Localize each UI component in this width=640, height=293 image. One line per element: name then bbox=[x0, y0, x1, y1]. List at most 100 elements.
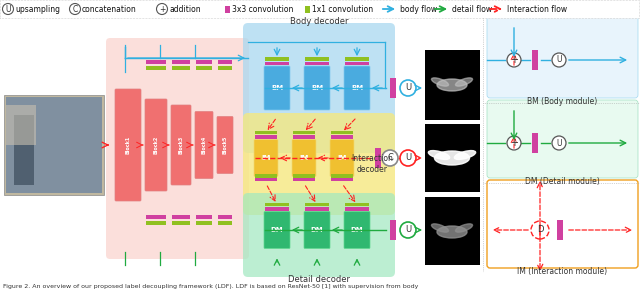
Bar bbox=[172, 60, 190, 64]
Ellipse shape bbox=[428, 151, 450, 159]
Bar bbox=[331, 178, 353, 181]
Bar bbox=[6, 97, 102, 193]
Text: +: + bbox=[159, 4, 165, 13]
Text: BM (Body module): BM (Body module) bbox=[527, 97, 597, 106]
Bar bbox=[218, 66, 232, 69]
Ellipse shape bbox=[437, 226, 467, 238]
Circle shape bbox=[70, 4, 81, 14]
FancyBboxPatch shape bbox=[254, 139, 278, 176]
Bar bbox=[305, 57, 329, 60]
FancyBboxPatch shape bbox=[145, 99, 167, 191]
Circle shape bbox=[552, 136, 566, 150]
Bar bbox=[218, 221, 232, 224]
Text: U: U bbox=[5, 4, 11, 13]
Text: Body decoder: Body decoder bbox=[290, 18, 348, 26]
Text: IM: IM bbox=[337, 155, 347, 161]
Bar bbox=[146, 60, 166, 64]
Text: IM: IM bbox=[300, 155, 308, 161]
Circle shape bbox=[3, 4, 13, 14]
Text: Interaction
decoder: Interaction decoder bbox=[351, 154, 393, 174]
Bar bbox=[4, 95, 104, 195]
Text: Detail decoder: Detail decoder bbox=[288, 275, 350, 285]
Bar bbox=[305, 62, 329, 65]
Text: U: U bbox=[556, 139, 562, 147]
FancyBboxPatch shape bbox=[292, 139, 316, 176]
FancyBboxPatch shape bbox=[344, 66, 370, 110]
Text: detail flow: detail flow bbox=[452, 4, 492, 13]
Text: C: C bbox=[72, 4, 77, 13]
Bar bbox=[218, 215, 232, 219]
FancyBboxPatch shape bbox=[487, 100, 638, 178]
Bar bbox=[305, 202, 329, 206]
Circle shape bbox=[531, 221, 549, 239]
FancyBboxPatch shape bbox=[243, 193, 395, 277]
Bar bbox=[293, 174, 315, 178]
Bar bbox=[255, 174, 277, 178]
Text: +: + bbox=[510, 138, 518, 148]
Bar bbox=[532, 133, 538, 153]
Bar bbox=[305, 6, 310, 13]
Bar bbox=[265, 202, 289, 206]
Bar bbox=[345, 207, 369, 210]
Text: D: D bbox=[537, 226, 543, 234]
Text: DM: DM bbox=[351, 227, 364, 233]
Circle shape bbox=[400, 150, 416, 166]
Bar bbox=[425, 197, 480, 265]
FancyBboxPatch shape bbox=[0, 0, 639, 18]
Text: addition: addition bbox=[169, 4, 200, 13]
FancyBboxPatch shape bbox=[195, 112, 213, 178]
Text: IM: IM bbox=[261, 155, 271, 161]
Circle shape bbox=[400, 80, 416, 96]
Text: body flow: body flow bbox=[400, 4, 437, 13]
FancyBboxPatch shape bbox=[344, 212, 370, 248]
Ellipse shape bbox=[437, 79, 467, 91]
Bar bbox=[196, 215, 212, 219]
Circle shape bbox=[382, 150, 398, 166]
FancyBboxPatch shape bbox=[264, 212, 290, 248]
Text: DM: DM bbox=[310, 227, 323, 233]
Bar bbox=[146, 215, 166, 219]
Text: BM: BM bbox=[311, 85, 323, 91]
Text: U: U bbox=[405, 226, 411, 234]
Bar bbox=[345, 202, 369, 206]
Bar bbox=[331, 174, 353, 178]
Bar bbox=[172, 221, 190, 224]
FancyBboxPatch shape bbox=[243, 23, 395, 153]
Bar bbox=[146, 66, 166, 69]
Bar bbox=[255, 135, 277, 139]
FancyBboxPatch shape bbox=[330, 139, 354, 176]
Bar bbox=[390, 220, 396, 240]
Bar bbox=[196, 221, 212, 224]
Text: Figure 2. An overview of our proposed label decoupling framework (LDF). LDF is b: Figure 2. An overview of our proposed la… bbox=[3, 284, 419, 289]
Text: IM (Interaction module): IM (Interaction module) bbox=[517, 267, 607, 276]
Text: DM (Detail module): DM (Detail module) bbox=[525, 177, 600, 186]
FancyBboxPatch shape bbox=[487, 180, 638, 268]
Text: 1x1 convolution: 1x1 convolution bbox=[312, 4, 373, 13]
Bar bbox=[532, 50, 538, 70]
Text: Block5: Block5 bbox=[223, 136, 227, 154]
Bar bbox=[293, 178, 315, 181]
Text: BM: BM bbox=[351, 85, 363, 91]
Bar bbox=[14, 115, 34, 185]
Bar bbox=[265, 207, 289, 210]
Bar bbox=[172, 66, 190, 69]
Bar bbox=[196, 60, 212, 64]
Bar bbox=[425, 124, 480, 192]
FancyBboxPatch shape bbox=[115, 89, 141, 201]
Ellipse shape bbox=[454, 151, 476, 159]
Bar bbox=[305, 207, 329, 210]
Text: 3x3 convolution: 3x3 convolution bbox=[232, 4, 293, 13]
Text: Block3: Block3 bbox=[179, 136, 184, 154]
Bar bbox=[390, 78, 396, 98]
FancyBboxPatch shape bbox=[264, 66, 290, 110]
Bar bbox=[425, 50, 480, 120]
FancyBboxPatch shape bbox=[243, 113, 395, 215]
Text: +: + bbox=[510, 55, 518, 65]
Bar bbox=[196, 66, 212, 69]
Bar bbox=[293, 130, 315, 134]
FancyBboxPatch shape bbox=[217, 117, 233, 173]
Circle shape bbox=[157, 4, 168, 14]
Bar bbox=[345, 57, 369, 60]
Text: C: C bbox=[387, 154, 393, 163]
FancyBboxPatch shape bbox=[487, 15, 638, 98]
